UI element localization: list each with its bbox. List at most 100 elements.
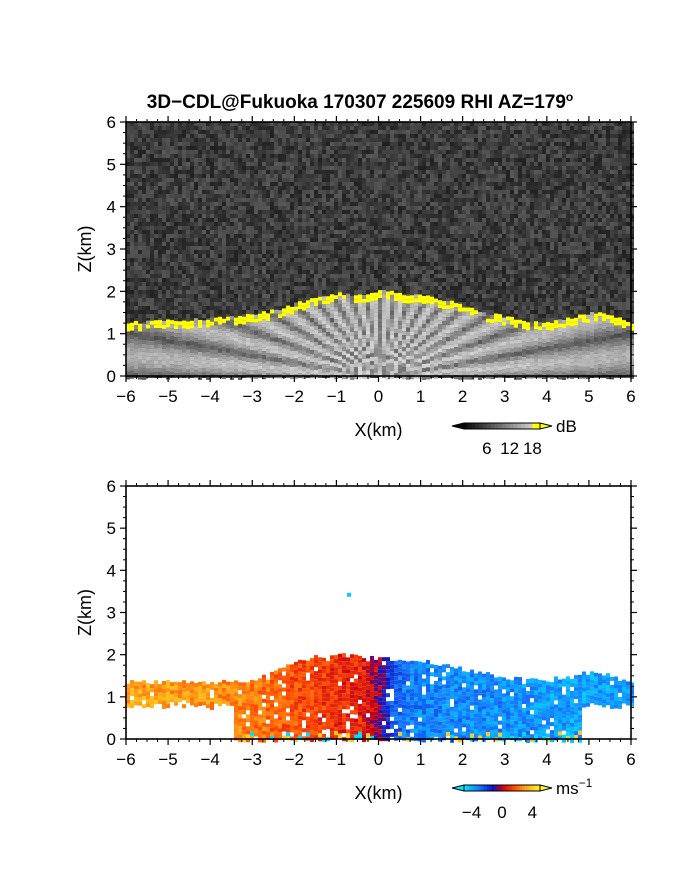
- noise-cell: [190, 266, 194, 270]
- noise-cell: [494, 122, 498, 126]
- noise-cell: [598, 170, 602, 174]
- noise-cell: [494, 166, 498, 170]
- noise-cell: [190, 166, 194, 170]
- noise-cell: [270, 254, 274, 258]
- noise-cell: [126, 142, 130, 146]
- noise-cell: [246, 270, 250, 274]
- noise-cell: [626, 198, 630, 202]
- noise-cell: [370, 190, 374, 194]
- noise-cell: [610, 230, 614, 234]
- noise-cell: [394, 222, 398, 226]
- noise-cell: [294, 234, 298, 238]
- noise-cell: [574, 206, 578, 210]
- noise-cell: [482, 266, 486, 270]
- noise-cell: [434, 162, 438, 166]
- noise-cell: [606, 246, 610, 250]
- noise-cell: [594, 262, 598, 266]
- noise-cell: [374, 242, 378, 246]
- noise-cell: [438, 218, 442, 222]
- noise-cell: [370, 166, 374, 170]
- noise-cell: [294, 206, 298, 210]
- noise-cell: [358, 210, 362, 214]
- noise-cell: [146, 226, 150, 230]
- noise-cell: [170, 186, 174, 190]
- noise-cell: [154, 198, 158, 202]
- noise-cell: [630, 126, 634, 130]
- noise-cell: [386, 254, 390, 258]
- noise-cell: [566, 158, 570, 162]
- noise-cell: [630, 130, 634, 134]
- noise-cell: [490, 194, 494, 198]
- noise-cell: [558, 258, 562, 262]
- noise-cell: [230, 258, 234, 262]
- noise-cell: [382, 178, 386, 182]
- noise-cell: [470, 170, 474, 174]
- noise-cell: [350, 162, 354, 166]
- noise-cell: [390, 182, 394, 186]
- noise-cell: [314, 122, 318, 126]
- noise-cell: [274, 258, 278, 262]
- noise-cell: [454, 250, 458, 254]
- noise-cell: [462, 254, 466, 258]
- noise-cell: [326, 170, 330, 174]
- noise-cell: [306, 218, 310, 222]
- noise-cell: [486, 126, 490, 130]
- noise-cell: [470, 146, 474, 150]
- noise-cell: [310, 126, 314, 130]
- noise-cell: [490, 150, 494, 154]
- noise-cell: [314, 222, 318, 226]
- noise-cell: [254, 194, 258, 198]
- noise-cell: [602, 190, 606, 194]
- noise-cell: [142, 266, 146, 270]
- noise-cell: [566, 182, 570, 186]
- noise-cell: [602, 130, 606, 134]
- noise-cell: [514, 178, 518, 182]
- noise-cell: [266, 142, 270, 146]
- noise-cell: [378, 138, 382, 142]
- noise-cell: [334, 130, 338, 134]
- noise-cell: [182, 206, 186, 210]
- noise-cell: [318, 266, 322, 270]
- noise-cell: [182, 122, 186, 126]
- noise-cell: [202, 158, 206, 162]
- noise-cell: [446, 126, 450, 130]
- noise-cell: [526, 210, 530, 214]
- noise-cell: [206, 230, 210, 234]
- noise-cell: [162, 230, 166, 234]
- noise-cell: [198, 266, 202, 270]
- noise-cell: [218, 262, 222, 266]
- noise-cell: [314, 210, 318, 214]
- noise-cell: [582, 254, 586, 258]
- noise-cell: [538, 134, 542, 138]
- noise-cell: [194, 154, 198, 158]
- noise-cell: [194, 246, 198, 250]
- noise-cell: [602, 238, 606, 242]
- noise-cell: [382, 206, 386, 210]
- noise-cell: [138, 246, 142, 250]
- noise-cell: [278, 222, 282, 226]
- noise-cell: [286, 166, 290, 170]
- chart-title-text: 3D−CDL@Fukuoka 170307 225609 RHI AZ=179: [147, 92, 566, 113]
- noise-cell: [266, 254, 270, 258]
- noise-cell: [578, 226, 582, 230]
- noise-cell: [398, 178, 402, 182]
- noise-cell: [502, 146, 506, 150]
- noise-cell: [566, 174, 570, 178]
- noise-cell: [518, 246, 522, 250]
- noise-cell: [214, 182, 218, 186]
- noise-cell: [358, 170, 362, 174]
- noise-cell: [570, 122, 574, 126]
- noise-cell: [506, 218, 510, 222]
- noise-cell: [482, 198, 486, 202]
- noise-cell: [226, 222, 230, 226]
- noise-cell: [266, 150, 270, 154]
- noise-cell: [522, 154, 526, 158]
- noise-cell: [170, 266, 174, 270]
- noise-cell: [426, 250, 430, 254]
- noise-cell: [194, 182, 198, 186]
- noise-cell: [130, 226, 134, 230]
- noise-cell: [614, 174, 618, 178]
- noise-cell: [250, 194, 254, 198]
- noise-cell: [342, 122, 346, 126]
- noise-cell: [414, 138, 418, 142]
